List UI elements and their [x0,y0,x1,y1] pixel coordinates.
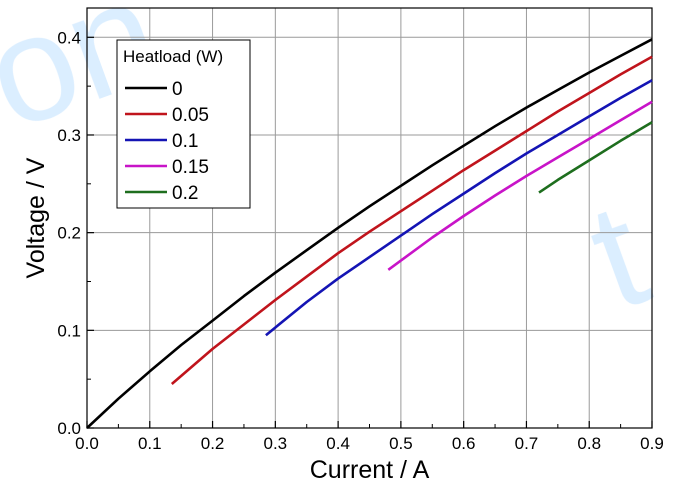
series-line-0.2 [538,121,653,194]
series-line-0.1 [265,79,653,337]
legend: Heatload (W) 0 0.05 0.1 0.15 0.2 [116,39,251,209]
x-tick-label: 0.2 [201,434,225,453]
x-tick-label: 0.8 [577,434,601,453]
series-line-0.05 [170,55,653,385]
legend-label-0.15: 0.15 [172,157,209,178]
x-tick-label: 0.6 [452,434,476,453]
y-axis: 0.0 0.1 0.2 0.3 0.4 [57,28,94,438]
y-tick-label: 0.2 [57,224,81,243]
legend-label-0: 0 [172,79,183,100]
watermark: on t [0,0,666,341]
series-line-0.15 [387,100,653,271]
legend-label-0.1: 0.1 [172,131,198,152]
legend-title: Heatload (W) [123,47,223,66]
x-tick-label: 0.4 [326,434,350,453]
x-tick-label: 0.0 [75,434,99,453]
y-tick-label: 0.3 [57,126,81,145]
x-tick-label: 0.7 [515,434,539,453]
series-layer [86,38,653,429]
legend-label-0.05: 0.05 [172,105,209,126]
x-tick-label: 0.9 [640,434,664,453]
legend-label-0.2: 0.2 [172,183,198,204]
legend-items: 0 0.05 0.1 0.15 0.2 [125,79,209,204]
y-tick-label: 0.0 [57,419,81,438]
x-tick-label: 0.3 [264,434,288,453]
x-axis-title: Current / A [310,456,430,484]
y-tick-label: 0.1 [57,321,81,340]
x-tick-label: 0.5 [389,434,413,453]
grid [87,8,652,428]
x-axis: 0.0 0.1 0.2 0.3 0.4 0.5 0.6 0.7 0.8 0.9 [75,421,664,453]
series-line-0 [86,38,653,429]
y-axis-title: Voltage / V [22,157,50,278]
y-tick-label: 0.4 [57,28,81,47]
x-tick-label: 0.1 [138,434,162,453]
legend-box [116,39,251,209]
